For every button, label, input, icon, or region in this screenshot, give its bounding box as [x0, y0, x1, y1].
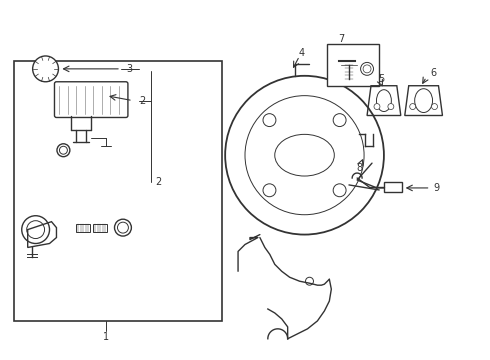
- Circle shape: [361, 62, 373, 75]
- Circle shape: [388, 104, 394, 109]
- Circle shape: [363, 65, 371, 73]
- Bar: [384, 182, 402, 192]
- FancyBboxPatch shape: [54, 82, 128, 117]
- Text: 5: 5: [378, 74, 384, 84]
- Circle shape: [245, 96, 364, 215]
- Text: 2: 2: [156, 177, 162, 187]
- Circle shape: [225, 76, 384, 235]
- Bar: [327, 44, 379, 86]
- Text: 4: 4: [298, 48, 305, 58]
- FancyBboxPatch shape: [76, 224, 90, 231]
- Ellipse shape: [376, 90, 392, 112]
- Text: 1: 1: [103, 332, 109, 342]
- Circle shape: [374, 104, 380, 109]
- Circle shape: [26, 221, 45, 239]
- Ellipse shape: [275, 134, 334, 176]
- Circle shape: [296, 147, 313, 163]
- Bar: [14, 61, 222, 321]
- Text: 6: 6: [431, 68, 437, 78]
- Circle shape: [432, 104, 438, 109]
- Circle shape: [263, 184, 276, 197]
- Text: 3: 3: [126, 64, 132, 74]
- Text: 7: 7: [338, 34, 344, 44]
- Circle shape: [115, 219, 131, 236]
- Circle shape: [333, 114, 346, 127]
- FancyBboxPatch shape: [93, 224, 107, 231]
- Ellipse shape: [415, 89, 433, 113]
- Circle shape: [57, 144, 70, 157]
- Circle shape: [33, 56, 58, 82]
- Text: 2: 2: [139, 96, 145, 105]
- Circle shape: [333, 184, 346, 197]
- Circle shape: [263, 114, 276, 127]
- Circle shape: [291, 141, 318, 169]
- Circle shape: [118, 222, 128, 233]
- Circle shape: [59, 146, 68, 154]
- Circle shape: [410, 104, 416, 109]
- Circle shape: [306, 277, 314, 285]
- Circle shape: [22, 216, 49, 243]
- Text: 9: 9: [434, 183, 440, 193]
- Text: 8: 8: [356, 163, 362, 173]
